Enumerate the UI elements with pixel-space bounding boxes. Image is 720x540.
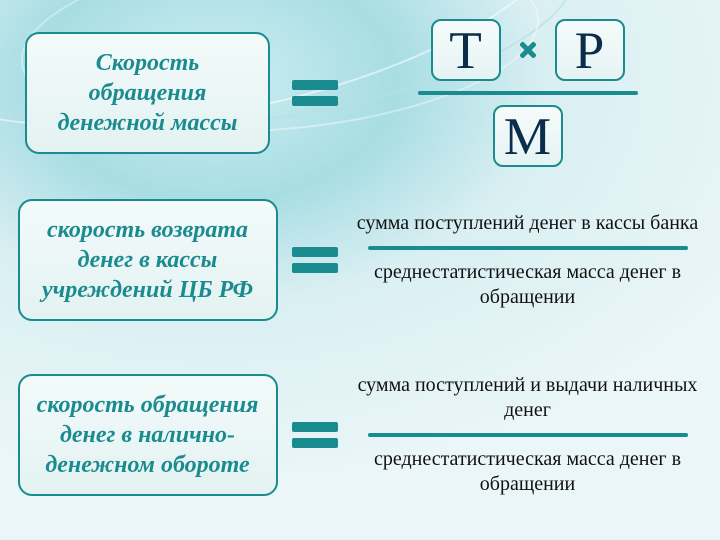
fraction-line <box>418 91 638 95</box>
denominator-text: среднестатистическая масса денег в обращ… <box>350 260 705 310</box>
row-return-speed: скорость возврата денег в кассы учрежден… <box>0 190 720 330</box>
page: Скорость обращения денежной массы T P <box>0 0 720 540</box>
formula-numerator: T P <box>431 19 625 81</box>
formula-denominator: M <box>493 105 563 167</box>
row-cash-turnover: скорость обращения денег в налично-денеж… <box>0 360 720 510</box>
multiply-icon <box>515 37 541 63</box>
numerator-text: сумма поступлений и выдачи наличных дене… <box>350 373 705 423</box>
letter-M: M <box>493 105 563 167</box>
row-velocity-money: Скорость обращения денежной массы T P <box>0 28 720 158</box>
letter-P: P <box>555 19 625 81</box>
card-cash-turnover: скорость обращения денег в налично-денеж… <box>18 374 278 496</box>
fraction-line <box>368 433 688 437</box>
equals-icon <box>292 247 338 273</box>
equals-icon <box>292 80 338 106</box>
letter-T: T <box>431 19 501 81</box>
card-return-speed: скорость возврата денег в кассы учрежден… <box>18 199 278 321</box>
card-velocity-money: Скорость обращения денежной массы <box>25 32 270 154</box>
denominator-text: среднестатистическая масса денег в обращ… <box>350 447 705 497</box>
numerator-text: сумма поступлений денег в кассы банка <box>351 211 704 236</box>
fraction-line <box>368 246 688 250</box>
equals-icon <box>292 422 338 448</box>
